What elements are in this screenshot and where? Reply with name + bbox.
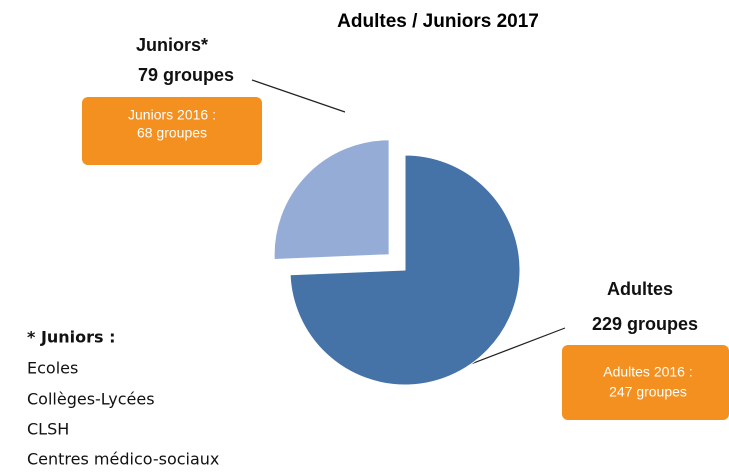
value-label: 79 groupes [138, 65, 234, 85]
annotation-box [562, 345, 729, 420]
footnote-item: Ecoles [27, 359, 78, 378]
slice-label: Juniors* [136, 35, 208, 55]
footnote-title: * Juniors : [27, 328, 116, 347]
annotation: Juniors 2016 : [128, 107, 216, 123]
leader-line [251, 79, 346, 113]
pie-slice [273, 139, 390, 260]
annotation: 247 groupes [609, 384, 687, 400]
slice-label: Adultes [607, 279, 673, 299]
pie-slice [289, 154, 521, 386]
chart-title: Adultes / Juniors 2017 [337, 11, 539, 32]
footnote-item: CLSH [27, 420, 69, 439]
annotation-box [82, 97, 262, 165]
annotation: 68 groupes [137, 125, 207, 141]
footnote-item: Collèges-Lycées [27, 390, 155, 409]
annotation: Adultes 2016 : [603, 364, 693, 380]
pie [273, 139, 521, 386]
value-label: 229 groupes [592, 314, 698, 334]
footnote-item: Centres médico-sociaux [27, 450, 219, 469]
